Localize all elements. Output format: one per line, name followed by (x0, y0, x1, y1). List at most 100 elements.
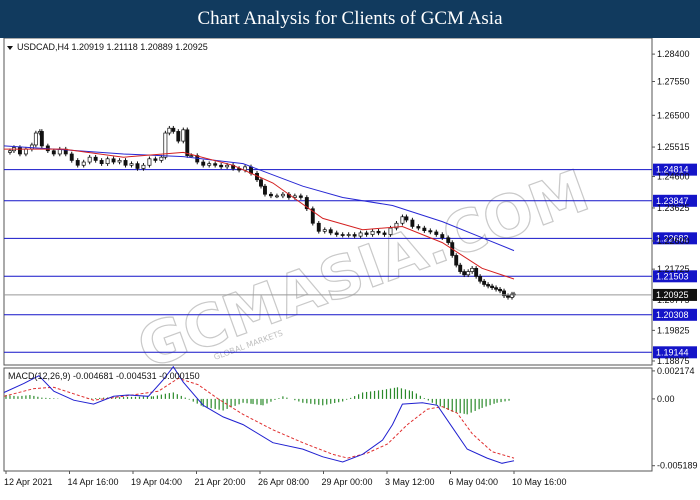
candle-body (259, 179, 263, 187)
candle-body (478, 276, 483, 282)
price-tick-label: 1.27550 (657, 76, 690, 86)
candle-body (340, 234, 345, 236)
candle-body (51, 150, 56, 155)
candle-body (404, 216, 409, 221)
macd-histogram (5, 387, 510, 415)
candle-body (147, 158, 152, 166)
candle-body (219, 164, 224, 168)
candle-body (153, 158, 158, 161)
time-axis: 12 Apr 2021 14 Apr 16:00 19 Apr 04:00 21 Ap… (4, 471, 567, 487)
level-label-box (653, 346, 697, 359)
time-tick-label: 12 Apr 2021 (4, 477, 53, 487)
candle-body (416, 226, 421, 229)
price-tick-label: 1.19825 (657, 325, 690, 335)
candle-body (213, 163, 218, 166)
candle-body (176, 131, 181, 142)
price-tick-label: 1.21725 (657, 264, 690, 274)
candle-body (117, 160, 122, 163)
candle-body (167, 127, 172, 134)
time-tick-label: 29 Apr 00:00 (322, 477, 373, 487)
candle-body (446, 237, 451, 243)
candle-body (135, 163, 140, 169)
level-label-box (653, 194, 697, 207)
candle-body (440, 234, 445, 239)
candle-body (494, 287, 499, 290)
candle-body (269, 193, 273, 197)
candle-body (382, 232, 387, 235)
candle-body (334, 232, 339, 235)
price-tick-label: 1.28400 (657, 49, 690, 59)
candle-body (123, 160, 128, 166)
price-tick-label: 1.18875 (657, 356, 690, 366)
candle-body (370, 230, 375, 235)
candle-body (400, 216, 405, 224)
macd-tick-label: 0.00 (657, 394, 675, 404)
candle-body (434, 231, 439, 235)
candle-body (81, 161, 86, 166)
candle-body (105, 158, 110, 164)
moving-average-fast (4, 148, 515, 280)
price-info-line: USDCAD,H4 1.20919 1.21118 1.20889 1.2092… (17, 42, 208, 52)
candle-body (422, 227, 427, 232)
current-price-label: 1.20925 (656, 290, 689, 300)
candle-body (29, 144, 34, 150)
candle-body (280, 193, 285, 197)
candle-body (502, 290, 506, 297)
level-label: 1.19144 (656, 347, 689, 357)
candle-body (482, 280, 487, 285)
candle-body (8, 150, 12, 153)
candle-body (462, 271, 467, 276)
candle-body (23, 148, 28, 155)
candle-body (163, 132, 168, 158)
candle-body (263, 185, 267, 195)
candle-body (298, 195, 303, 198)
macd-line (3, 365, 515, 464)
candle-body (292, 195, 297, 198)
candle-body (207, 163, 212, 166)
candle-body (470, 267, 475, 272)
candle-body (410, 219, 415, 227)
price-panel (3, 38, 653, 366)
time-tick-label: 14 Apr 16:00 (68, 477, 119, 487)
candle-body (364, 232, 369, 235)
price-tick-label: 1.22600 (657, 236, 690, 246)
time-tick-label: 21 Apr 20:00 (195, 477, 246, 487)
time-tick-label: 19 Apr 04:00 (131, 477, 182, 487)
candle-body (39, 131, 44, 147)
level-label: 1.20308 (656, 310, 689, 320)
candle-body (316, 222, 321, 232)
current-price-box (653, 288, 697, 301)
candle-body (111, 158, 116, 163)
candle-body (458, 264, 463, 272)
candle-body (310, 208, 315, 224)
candle-body (129, 163, 134, 166)
chart-title-banner: Chart Analysis for Clients of GCM Asia (0, 0, 700, 38)
candle-body (93, 156, 98, 161)
candle-body (171, 127, 176, 132)
level-label: 1.24814 (656, 165, 689, 175)
candle-body (87, 156, 92, 163)
candle-body (181, 129, 186, 142)
candle-body (428, 230, 433, 233)
chart-title: Chart Analysis for Clients of GCM Asia (197, 8, 503, 29)
price-tick-label: 1.24600 (657, 172, 690, 182)
horizontal-levels: 1.24814 1.23847 1.22682 1.21503 1.20308 1.191… (4, 163, 697, 359)
moving-average-slow (3, 145, 515, 252)
candle-body (322, 229, 327, 232)
level-label-box (653, 308, 697, 321)
level-label: 1.21503 (656, 271, 689, 281)
candle-body (454, 255, 459, 266)
level-label-box (653, 232, 697, 245)
candle-body (346, 234, 351, 236)
collapse-arrow-icon[interactable] (7, 46, 13, 50)
candle-body (498, 288, 503, 292)
candle-body (33, 132, 38, 146)
price-tick-label: 1.26500 (657, 110, 690, 120)
level-label: 1.22682 (656, 233, 689, 243)
time-tick-label: 3 May 12:00 (385, 477, 435, 487)
candle-body (17, 147, 22, 155)
candle-body (328, 229, 333, 234)
level-label: 1.23847 (656, 196, 689, 206)
candle-body (474, 267, 479, 277)
candle-body (466, 271, 471, 276)
